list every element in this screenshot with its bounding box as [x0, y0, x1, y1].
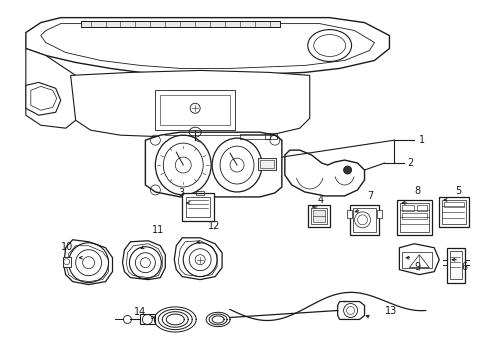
Bar — [441, 200, 465, 224]
Bar — [443, 202, 463, 207]
Polygon shape — [285, 150, 364, 196]
Polygon shape — [26, 18, 388, 75]
Polygon shape — [26, 82, 61, 115]
Polygon shape — [126, 244, 162, 278]
Polygon shape — [26, 49, 76, 128]
Bar — [402, 213, 427, 219]
Bar — [260, 160, 273, 168]
Polygon shape — [71, 71, 309, 138]
Text: 5: 5 — [454, 186, 461, 196]
Text: 12: 12 — [208, 221, 220, 231]
Ellipse shape — [343, 166, 351, 174]
Bar — [240, 134, 269, 139]
Bar — [196, 191, 203, 195]
Bar — [312, 210, 324, 222]
Text: 14: 14 — [134, 307, 146, 318]
Bar — [81, 21, 279, 27]
Text: 13: 13 — [384, 306, 396, 316]
Bar — [402, 252, 431, 268]
Bar — [310, 208, 326, 224]
Text: 8: 8 — [413, 186, 420, 196]
Bar — [377, 210, 382, 218]
Polygon shape — [63, 240, 112, 285]
Bar — [397, 200, 431, 235]
Text: 2: 2 — [407, 158, 413, 168]
Polygon shape — [31, 86, 57, 110]
Bar — [346, 210, 351, 218]
Polygon shape — [399, 244, 438, 275]
Bar — [140, 315, 155, 324]
Polygon shape — [122, 241, 165, 280]
Bar — [160, 95, 229, 125]
Text: 11: 11 — [152, 225, 164, 235]
Bar — [438, 197, 468, 227]
Text: 6: 6 — [460, 262, 467, 272]
Text: 1: 1 — [419, 135, 425, 145]
Bar — [186, 197, 210, 217]
Polygon shape — [41, 24, 374, 68]
Text: 7: 7 — [367, 191, 373, 201]
Bar — [402, 205, 413, 211]
Polygon shape — [178, 241, 217, 276]
Bar — [449, 251, 461, 279]
Bar — [447, 248, 464, 283]
Bar — [416, 205, 427, 211]
Bar — [400, 203, 428, 232]
Bar — [62, 257, 71, 267]
Bar — [258, 158, 275, 170]
Bar — [155, 90, 235, 130]
Polygon shape — [145, 132, 281, 197]
Bar — [352, 208, 376, 232]
Bar — [349, 205, 379, 235]
Polygon shape — [66, 246, 108, 282]
Bar — [307, 205, 329, 227]
Text: 9: 9 — [413, 262, 420, 272]
Text: 3: 3 — [178, 188, 184, 198]
Bar — [264, 133, 276, 139]
Polygon shape — [174, 238, 222, 280]
Bar — [182, 193, 214, 221]
Text: 10: 10 — [61, 242, 73, 252]
Text: 4: 4 — [317, 195, 323, 205]
